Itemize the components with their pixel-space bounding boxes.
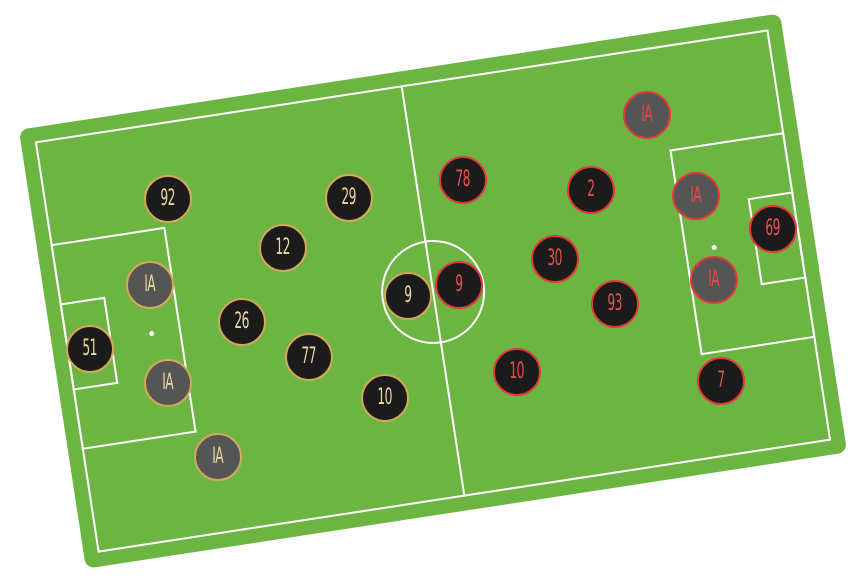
home-player-token-ia[interactable]: IA [194,433,242,481]
player-number: IA [708,267,720,292]
away-player-token-ia[interactable]: IA [672,172,720,220]
player-number: 2 [587,177,595,202]
player-number: 12 [275,235,291,260]
player-number: 92 [160,186,176,211]
player-number: 93 [607,291,623,316]
player-number: 29 [341,185,357,210]
player-number: 30 [547,246,563,271]
home-player-token-51[interactable]: 51 [66,325,114,373]
player-number: 78 [455,167,471,192]
player-number: IA [162,370,174,395]
away-player-token-7[interactable]: 7 [697,357,745,405]
player-number: 26 [234,309,250,334]
player-number: IA [641,102,653,127]
away-player-token-9[interactable]: 9 [435,261,483,309]
away-player-token-ia[interactable]: IA [623,91,671,139]
player-number: 10 [377,385,393,410]
away-player-token-2[interactable]: 2 [567,166,615,214]
away-player-token-69[interactable]: 69 [749,205,797,253]
home-player-token-ia[interactable]: IA [126,261,174,309]
player-number: 69 [765,216,781,241]
away-player-token-78[interactable]: 78 [439,156,487,204]
player-number: 7 [717,368,725,393]
player-number: 51 [82,336,98,361]
home-player-token-77[interactable]: 77 [285,333,333,381]
home-player-token-26[interactable]: 26 [218,298,266,346]
player-number: IA [212,444,224,469]
away-player-token-30[interactable]: 30 [531,235,579,283]
player-number: IA [144,272,156,297]
home-player-token-92[interactable]: 92 [144,175,192,223]
player-number: 77 [301,344,317,369]
away-player-token-ia[interactable]: IA [690,256,738,304]
home-player-token-ia[interactable]: IA [144,359,192,407]
away-player-token-93[interactable]: 93 [591,280,639,328]
home-player-token-9[interactable]: 9 [384,272,432,320]
home-player-token-12[interactable]: 12 [259,224,307,272]
player-number: 9 [455,272,463,297]
player-number: 10 [509,359,525,384]
away-player-token-10[interactable]: 10 [493,348,541,396]
home-player-token-29[interactable]: 29 [325,174,373,222]
home-player-token-10[interactable]: 10 [361,374,409,422]
player-number: 9 [404,283,412,308]
player-number: IA [690,183,702,208]
